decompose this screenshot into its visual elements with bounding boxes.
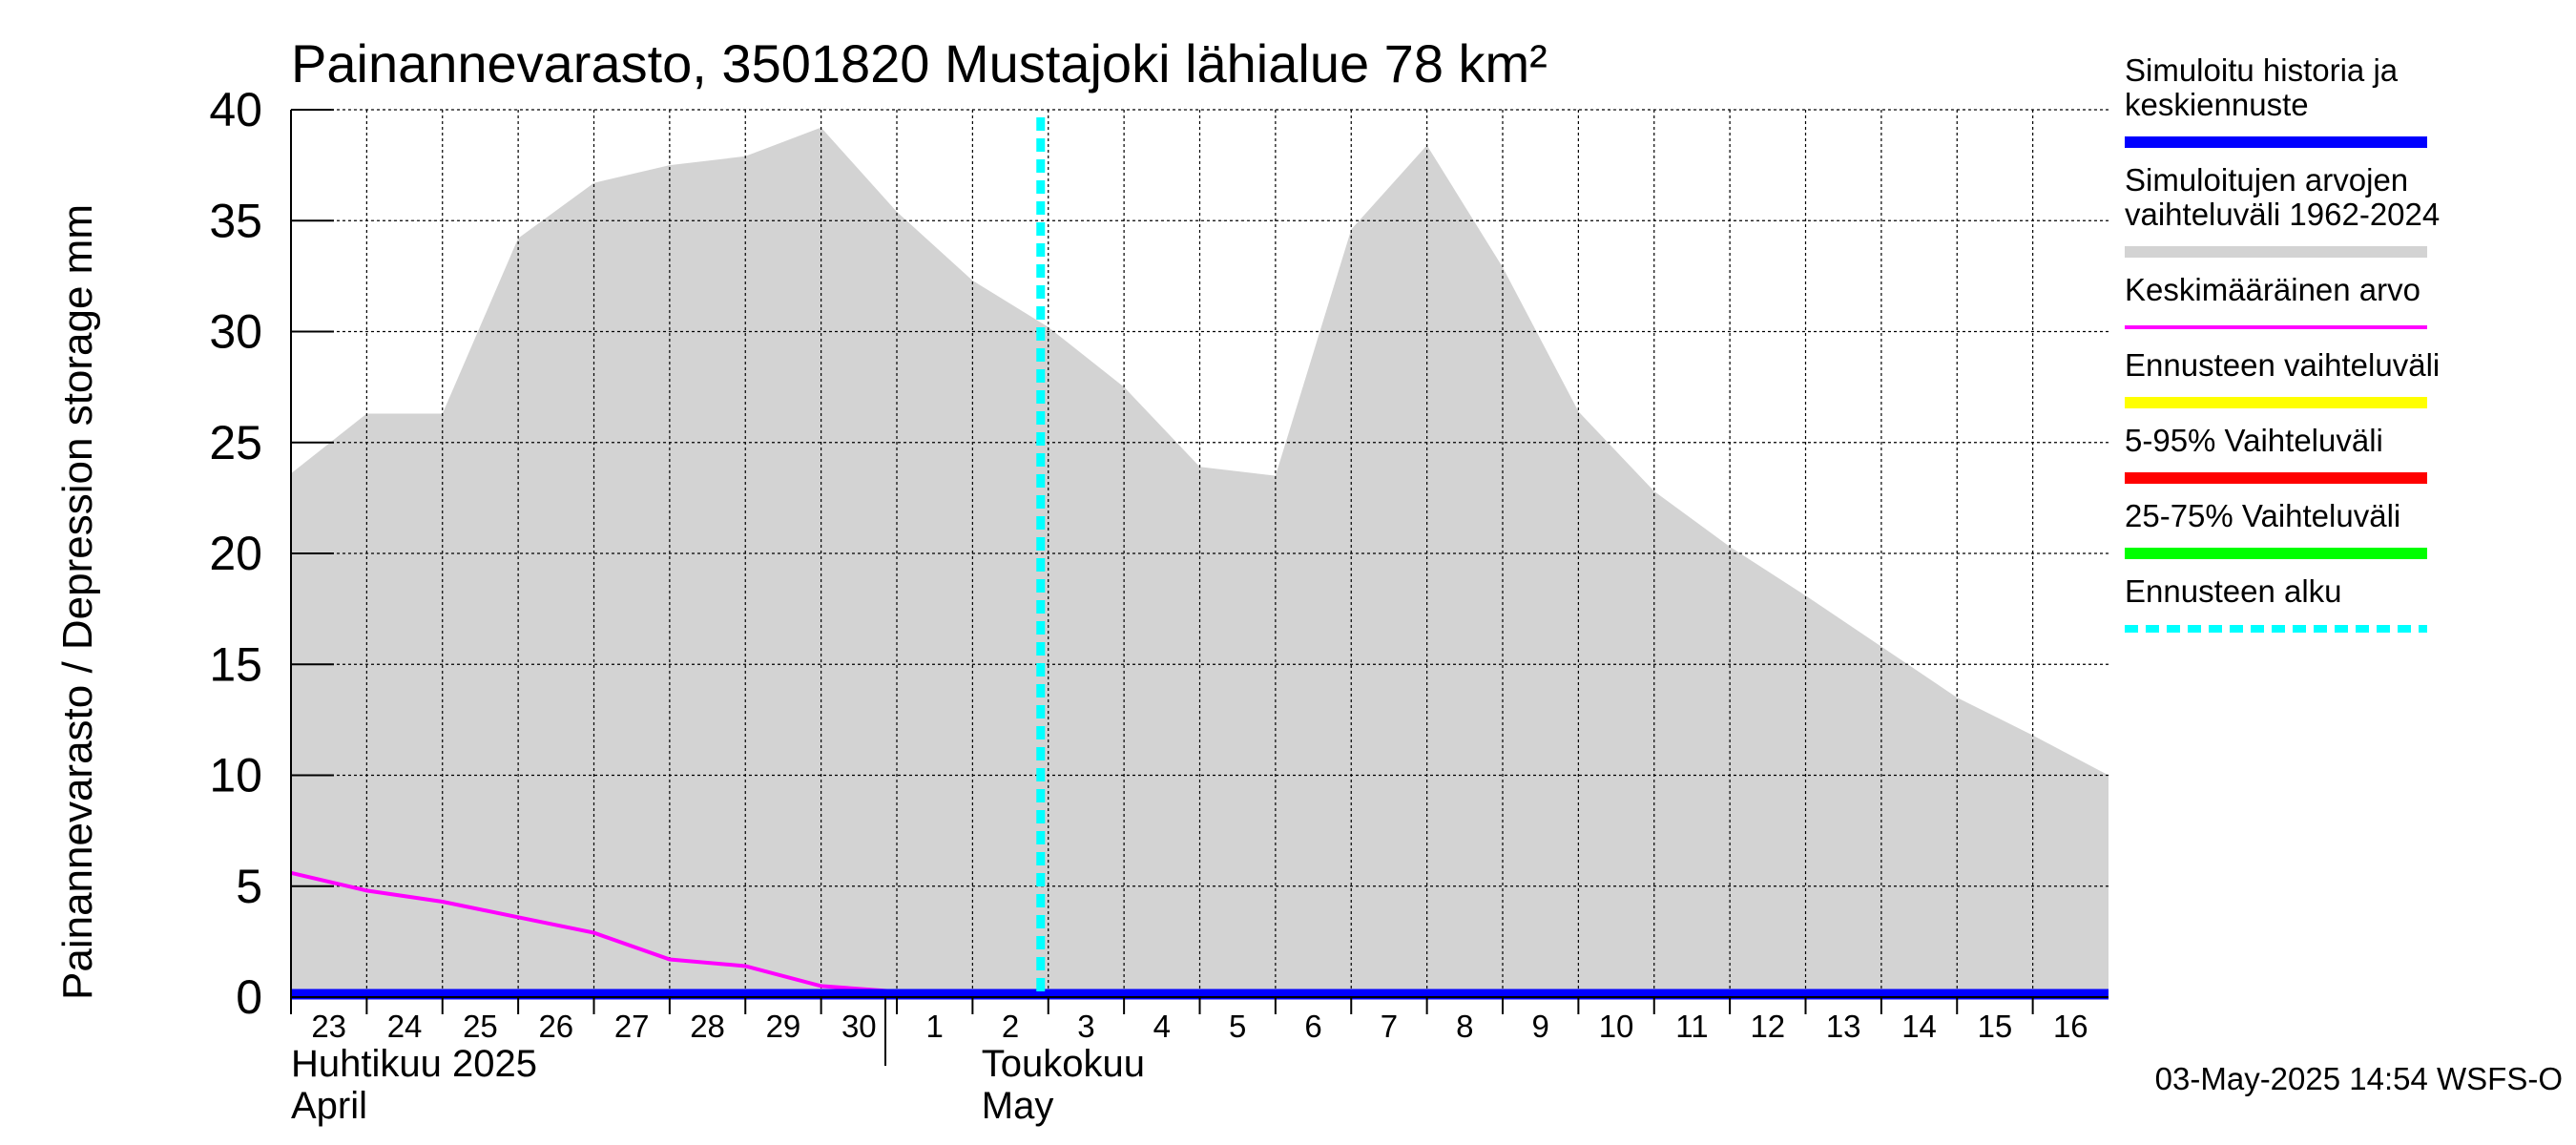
legend-label: Simuloitu historia ja <box>2125 52 2399 88</box>
x-tick-label: 25 <box>463 1009 498 1044</box>
legend-item: Ennusteen alku <box>2125 573 2427 633</box>
legend-label: vaihteluväli 1962-2024 <box>2125 197 2440 232</box>
x-tick-label: 24 <box>387 1009 423 1044</box>
month-label-en: May <box>982 1085 1054 1127</box>
x-tick-label: 8 <box>1456 1009 1473 1044</box>
y-tick-label: 5 <box>236 860 262 913</box>
x-tick-label: 6 <box>1304 1009 1321 1044</box>
legend-item: 5-95% Vaihteluväli <box>2125 423 2427 484</box>
x-tick-label: 12 <box>1750 1009 1785 1044</box>
legend-label: Ennusteen vaihteluväli <box>2125 347 2440 383</box>
y-tick-label: 25 <box>209 416 262 469</box>
month-label-fi: Toukokuu <box>982 1043 1145 1085</box>
x-tick-label: 15 <box>1978 1009 2013 1044</box>
legend-label: Keskimääräinen arvo <box>2125 272 2420 307</box>
x-tick-label: 29 <box>766 1009 801 1044</box>
x-tick-label: 16 <box>2053 1009 2088 1044</box>
x-tick-label: 7 <box>1381 1009 1398 1044</box>
legend: Simuloitu historia jakeskiennusteSimuloi… <box>2125 52 2440 633</box>
x-tick-label: 10 <box>1599 1009 1634 1044</box>
legend-label: keskiennuste <box>2125 87 2309 122</box>
x-tick-label: 26 <box>538 1009 573 1044</box>
y-tick-label: 10 <box>209 749 262 802</box>
x-tick-label: 9 <box>1532 1009 1549 1044</box>
x-tick-label: 2 <box>1002 1009 1019 1044</box>
x-tick-label: 30 <box>841 1009 877 1044</box>
x-tick-label: 13 <box>1826 1009 1861 1044</box>
y-tick-label: 0 <box>236 970 262 1024</box>
legend-item: Keskimääräinen arvo <box>2125 272 2427 329</box>
timestamp-footer: 03-May-2025 14:54 WSFS-O <box>2155 1061 2563 1096</box>
y-tick-label: 40 <box>209 83 262 136</box>
y-tick-label: 30 <box>209 305 262 359</box>
x-tick-label: 11 <box>1675 1009 1708 1044</box>
x-tick-label: 28 <box>690 1009 725 1044</box>
month-label-fi: Huhtikuu 2025 <box>291 1043 537 1085</box>
month-label-en: April <box>291 1085 367 1127</box>
x-tick-label: 1 <box>926 1009 944 1044</box>
x-tick-label: 4 <box>1153 1009 1171 1044</box>
x-tick-label: 14 <box>1901 1009 1937 1044</box>
y-tick-label: 35 <box>209 194 262 247</box>
legend-item: Ennusteen vaihteluväli <box>2125 347 2440 408</box>
y-tick-label: 20 <box>209 527 262 580</box>
chart-title: Painannevarasto, 3501820 Mustajoki lähia… <box>291 33 1548 94</box>
y-axis-label: Painannevarasto / Depression storage mm <box>54 204 101 1000</box>
legend-item: 25-75% Vaihteluväli <box>2125 498 2427 559</box>
y-tick-label: 15 <box>209 637 262 691</box>
legend-label: Ennusteen alku <box>2125 573 2342 609</box>
x-tick-label: 5 <box>1229 1009 1246 1044</box>
x-tick-label: 3 <box>1077 1009 1094 1044</box>
legend-label: 5-95% Vaihteluväli <box>2125 423 2383 458</box>
x-tick-label: 23 <box>311 1009 346 1044</box>
x-tick-label: 27 <box>614 1009 650 1044</box>
legend-label: 25-75% Vaihteluväli <box>2125 498 2400 533</box>
legend-label: Simuloitujen arvojen <box>2125 162 2408 198</box>
